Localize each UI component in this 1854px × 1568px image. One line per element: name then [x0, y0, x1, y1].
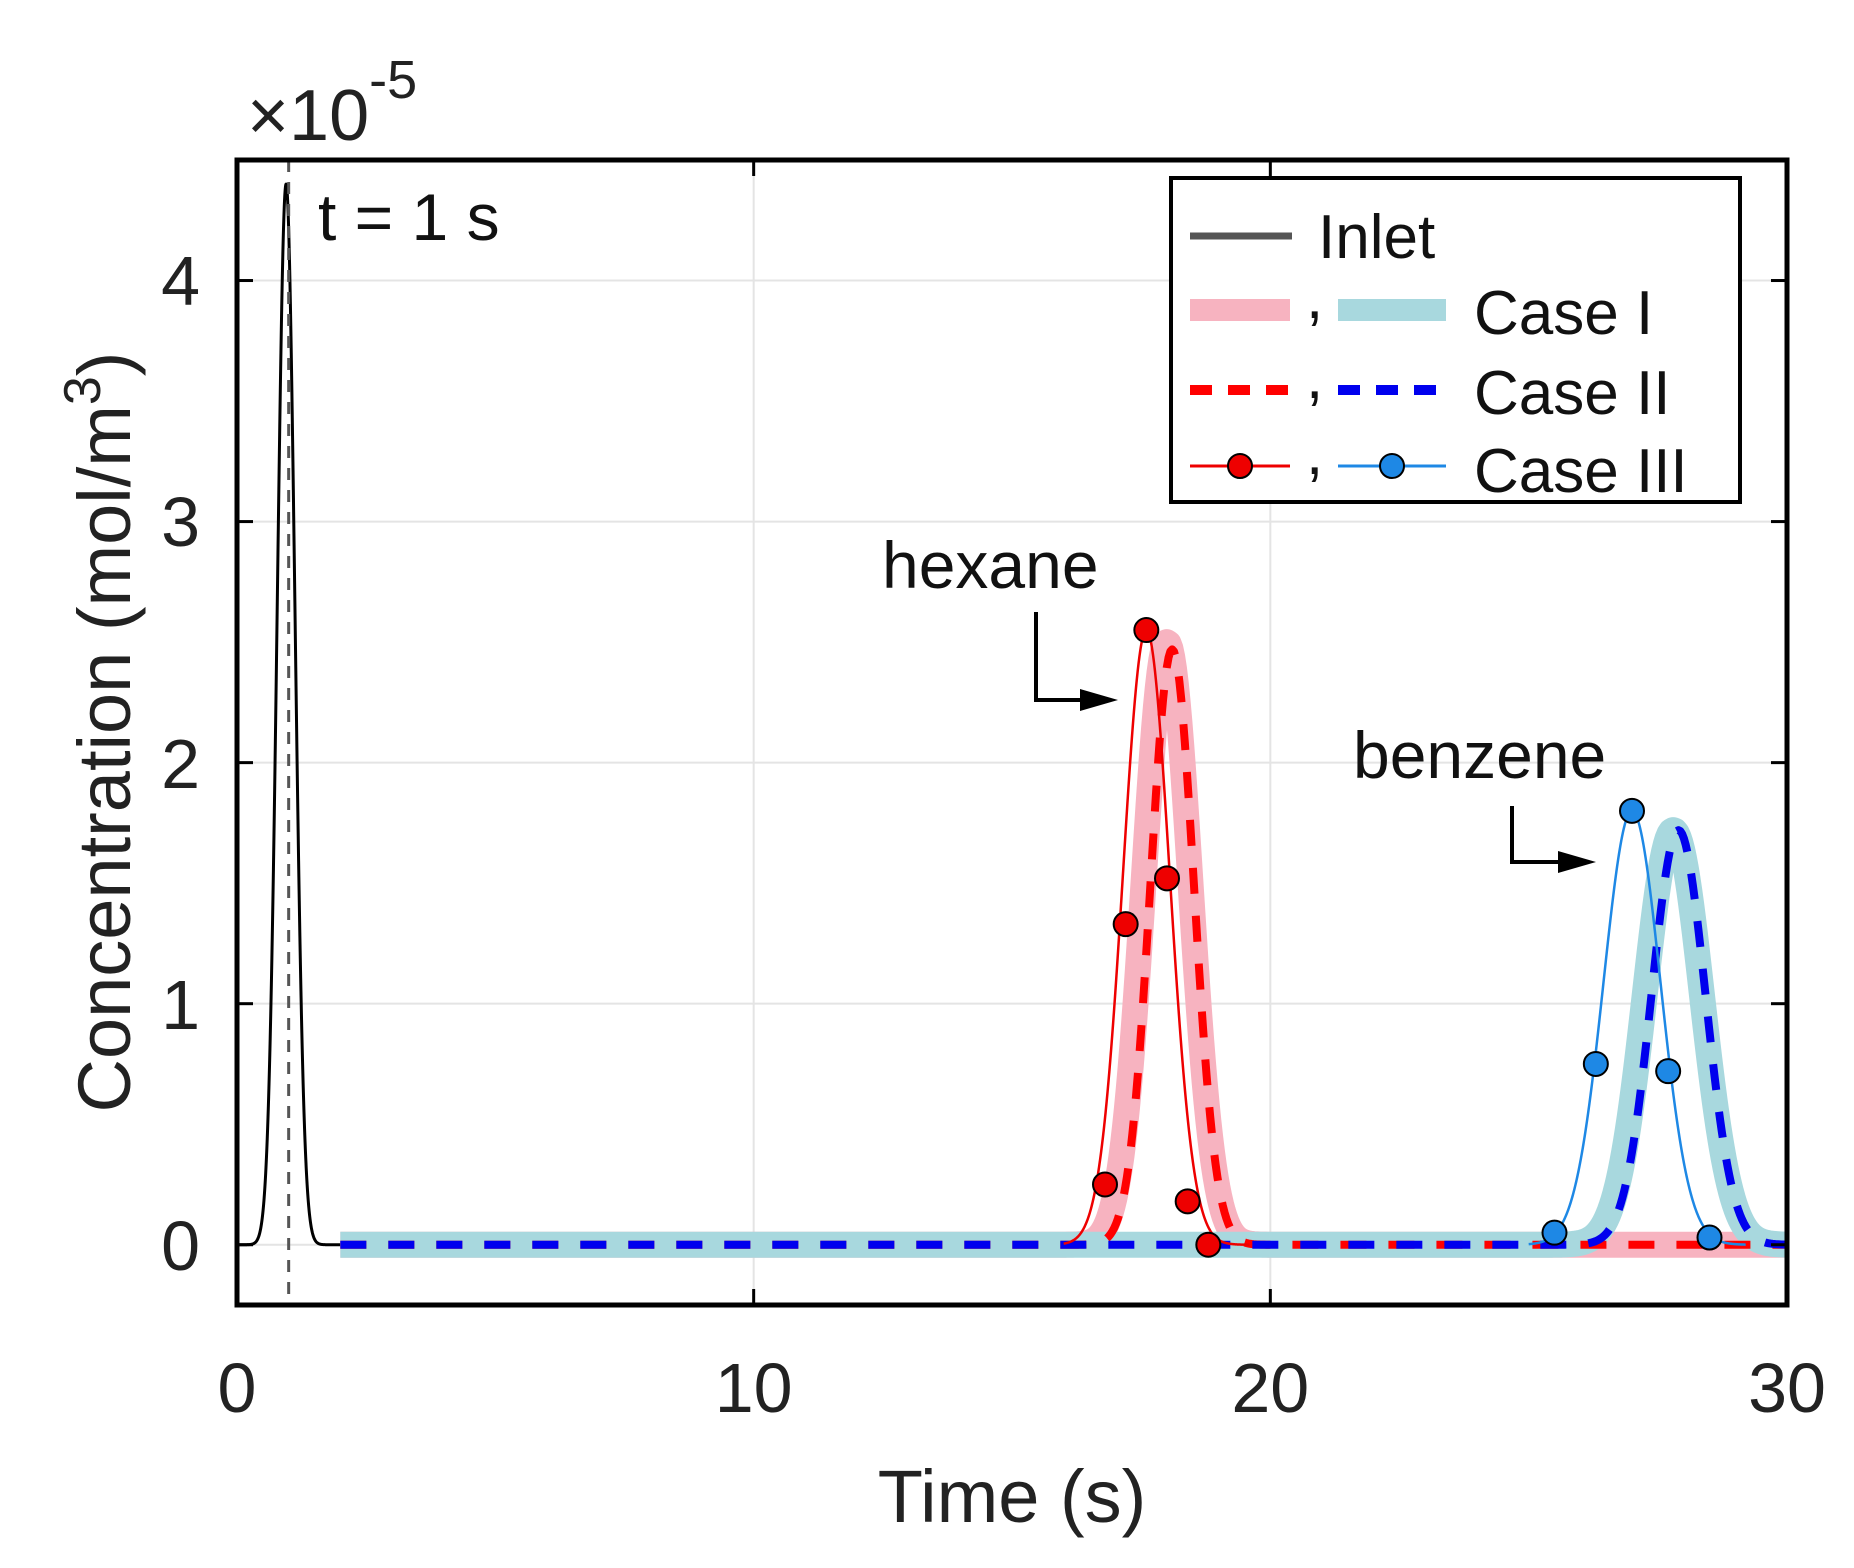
marker-hexane-case-iii-1 [1112, 911, 1139, 938]
y-scale-exponent: -5 [369, 50, 417, 110]
legend-case2-label: Case II [1474, 359, 1670, 428]
legend-box [1169, 176, 1742, 504]
y-tick-label-1: 1 [161, 966, 200, 1044]
marker-benzene-case-iii-2 [1619, 797, 1645, 824]
series-benzene-case-ii [338, 826, 1790, 1249]
y-scale-factor: ×10-5 [247, 50, 417, 156]
marker-benzene-case-iii-4 [1696, 1224, 1723, 1251]
y-axis-label-main: Concentration (mol/m [63, 405, 146, 1112]
y-axis-label: Concentration (mol/m3) [54, 352, 146, 1113]
y-axis-label-superscript: 3 [54, 376, 112, 405]
marker-benzene-case-iii-0 [1541, 1219, 1568, 1246]
x-tick-label-10: 10 [715, 1349, 793, 1427]
marker-hexane-case-iii-4 [1174, 1188, 1201, 1215]
y-tick-label-3: 3 [161, 483, 200, 561]
legend: Inlet , Case I , Case II , Case III [1169, 176, 1742, 506]
marker-benzene-case-iii-1 [1582, 1050, 1609, 1077]
legend-case3-separator: , [1306, 419, 1323, 488]
y-scale-prefix: ×10 [247, 76, 369, 156]
x-tick-label-20: 20 [1231, 1349, 1309, 1427]
benzene-arrow [1510, 806, 1596, 873]
tick-marks [235, 160, 1789, 1305]
marker-hexane-case-iii-0 [1092, 1171, 1118, 1198]
legend-case1-label: Case I [1474, 279, 1653, 348]
x-tick-label-30: 30 [1748, 1349, 1826, 1427]
time-annotation: t = 1 s [318, 180, 500, 254]
marker-benzene-case-iii-3 [1655, 1058, 1682, 1085]
legend-case3-benzene-marker [1379, 453, 1405, 479]
plot-frame [234, 157, 1790, 1308]
series-layer [235, 182, 1799, 1258]
y-tick-label-4: 4 [161, 242, 200, 320]
legend-case3-hexane-marker [1227, 453, 1253, 479]
marker-hexane-case-iii-5 [1195, 1231, 1222, 1258]
hexane-label: hexane [882, 528, 1099, 602]
x-tick-label-0: 0 [218, 1349, 257, 1427]
y-axis-label-close: ) [63, 352, 146, 377]
legend-case2-separator: , [1306, 343, 1323, 412]
marker-hexane-case-iii-2 [1133, 617, 1160, 644]
benzene-label: benzene [1353, 718, 1606, 792]
y-tick-label-2: 2 [161, 725, 200, 803]
x-axis-label: Time (s) [878, 1455, 1147, 1538]
marker-hexane-case-iii-3 [1154, 865, 1180, 892]
hexane-arrow [1034, 612, 1118, 711]
legend-inlet-label: Inlet [1318, 203, 1435, 272]
legend-case3-label: Case III [1474, 437, 1688, 506]
legend-case1-separator: , [1306, 263, 1323, 332]
y-tick-label-0: 0 [161, 1207, 200, 1285]
